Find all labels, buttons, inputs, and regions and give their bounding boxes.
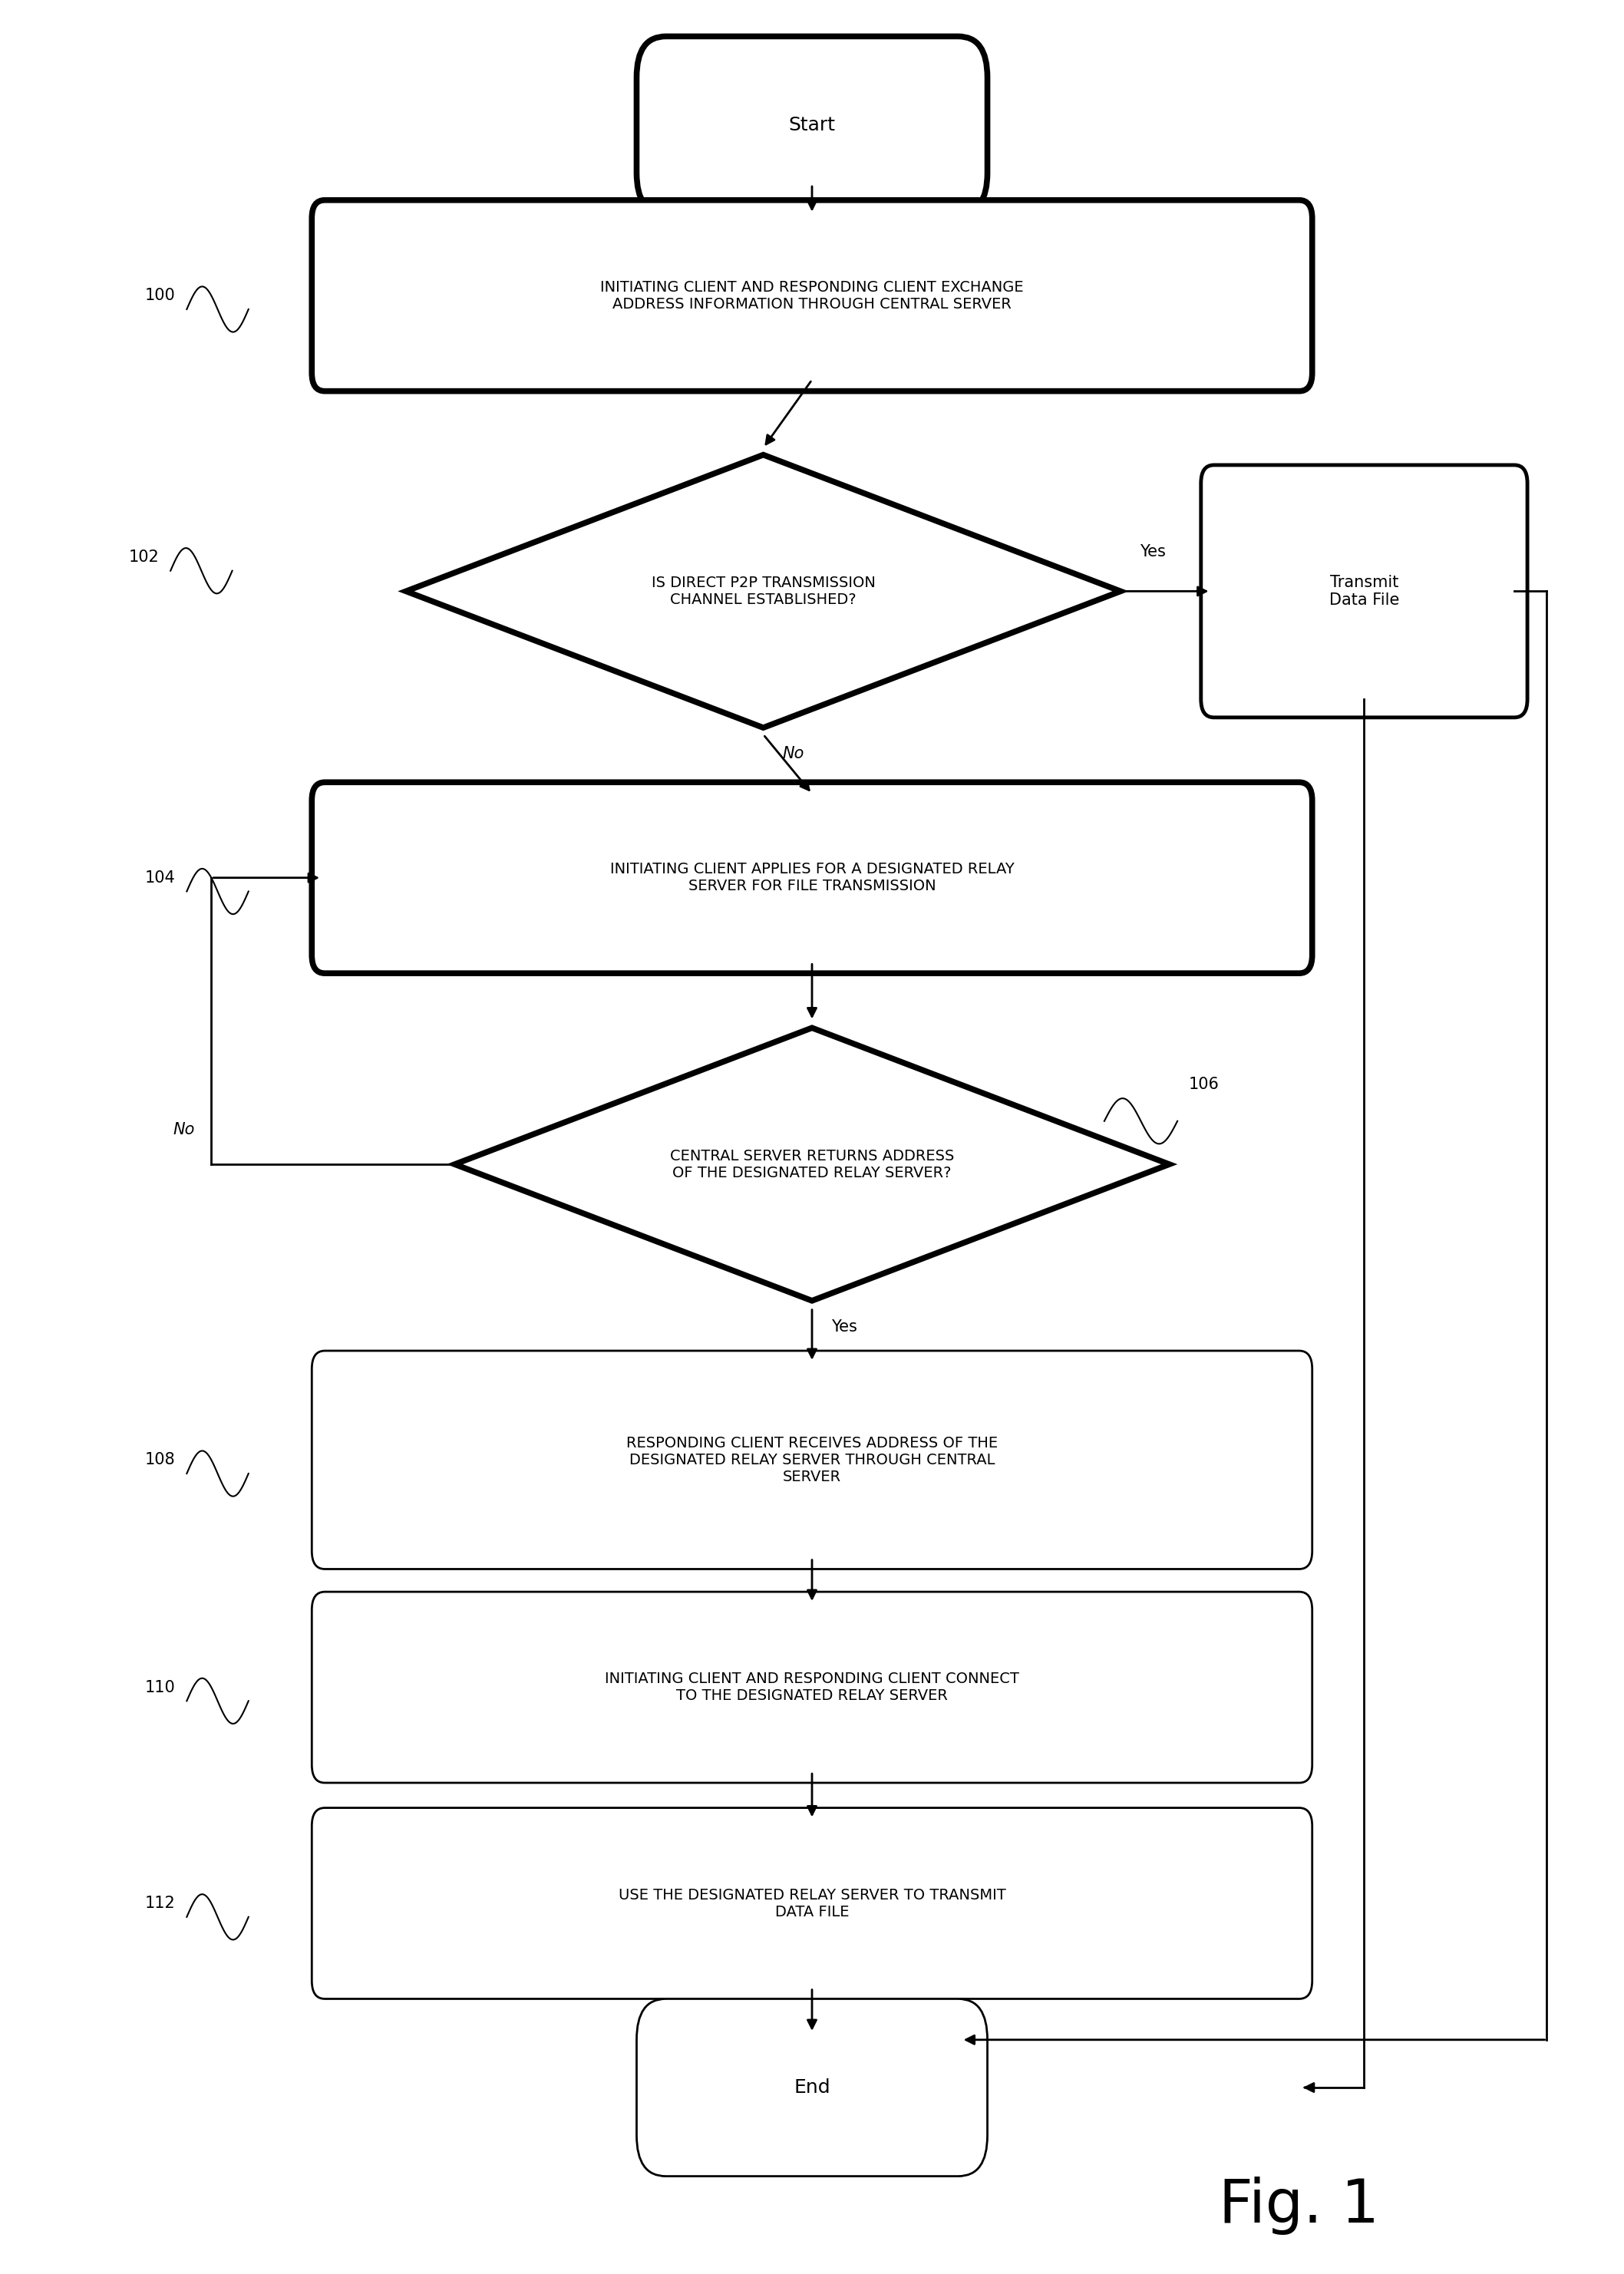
- Text: USE THE DESIGNATED RELAY SERVER TO TRANSMIT
DATA FILE: USE THE DESIGNATED RELAY SERVER TO TRANS…: [619, 1887, 1005, 1919]
- Text: 100: 100: [145, 289, 175, 302]
- FancyBboxPatch shape: [1200, 466, 1527, 719]
- Text: 104: 104: [145, 871, 175, 885]
- Text: Transmit
Data File: Transmit Data File: [1328, 575, 1400, 607]
- Text: Start: Start: [789, 116, 835, 134]
- Text: Fig. 1: Fig. 1: [1220, 2176, 1379, 2235]
- Text: 102: 102: [128, 550, 159, 564]
- Text: INITIATING CLIENT APPLIES FOR A DESIGNATED RELAY
SERVER FOR FILE TRANSMISSION: INITIATING CLIENT APPLIES FOR A DESIGNAT…: [611, 862, 1013, 894]
- Text: Yes: Yes: [831, 1319, 857, 1335]
- FancyBboxPatch shape: [312, 1592, 1312, 1783]
- Text: 112: 112: [145, 1897, 175, 1910]
- Text: Yes: Yes: [1140, 543, 1166, 559]
- Text: INITIATING CLIENT AND RESPONDING CLIENT EXCHANGE
ADDRESS INFORMATION THROUGH CEN: INITIATING CLIENT AND RESPONDING CLIENT …: [601, 280, 1023, 312]
- FancyBboxPatch shape: [312, 200, 1312, 391]
- FancyBboxPatch shape: [637, 36, 987, 214]
- Text: CENTRAL SERVER RETURNS ADDRESS
OF THE DESIGNATED RELAY SERVER?: CENTRAL SERVER RETURNS ADDRESS OF THE DE…: [669, 1148, 955, 1180]
- Text: No: No: [783, 746, 804, 762]
- FancyBboxPatch shape: [312, 1808, 1312, 1999]
- Polygon shape: [406, 455, 1121, 728]
- Polygon shape: [455, 1028, 1169, 1301]
- Text: 106: 106: [1189, 1078, 1220, 1092]
- FancyBboxPatch shape: [312, 782, 1312, 973]
- Text: RESPONDING CLIENT RECEIVES ADDRESS OF THE
DESIGNATED RELAY SERVER THROUGH CENTRA: RESPONDING CLIENT RECEIVES ADDRESS OF TH…: [627, 1435, 997, 1485]
- Text: No: No: [174, 1121, 195, 1137]
- Text: INITIATING CLIENT AND RESPONDING CLIENT CONNECT
TO THE DESIGNATED RELAY SERVER: INITIATING CLIENT AND RESPONDING CLIENT …: [604, 1671, 1020, 1703]
- FancyBboxPatch shape: [637, 1999, 987, 2176]
- Text: 110: 110: [145, 1680, 175, 1694]
- Text: End: End: [794, 2078, 830, 2097]
- Text: IS DIRECT P2P TRANSMISSION
CHANNEL ESTABLISHED?: IS DIRECT P2P TRANSMISSION CHANNEL ESTAB…: [651, 575, 875, 607]
- FancyBboxPatch shape: [312, 1351, 1312, 1569]
- Text: 108: 108: [145, 1453, 175, 1467]
